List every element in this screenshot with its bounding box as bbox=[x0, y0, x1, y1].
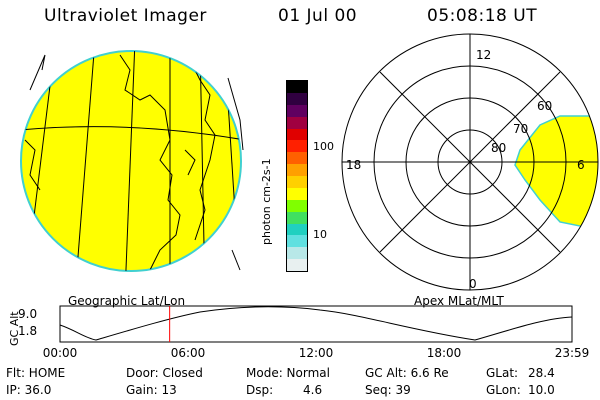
lat-label-60: 60 bbox=[537, 99, 552, 113]
colorbar-swatch bbox=[287, 187, 307, 200]
colorbar-swatch bbox=[287, 140, 307, 153]
lat-label-80: 80 bbox=[491, 141, 506, 155]
colorbar-swatch bbox=[287, 211, 307, 224]
status-mode: Mode: Normal bbox=[246, 366, 330, 380]
altitude-xtick: 18:00 bbox=[426, 346, 462, 360]
date-label: 01 Jul 00 bbox=[278, 6, 358, 26]
colorbar-swatch bbox=[287, 152, 307, 165]
colorbar-swatch bbox=[287, 164, 307, 176]
colorbar-swatch bbox=[287, 247, 307, 260]
altitude-ymax: 9.0 bbox=[18, 307, 38, 321]
status-glon: GLon: bbox=[486, 383, 521, 397]
colorbar bbox=[286, 80, 308, 272]
altitude-xtick: 23:59 bbox=[554, 346, 590, 360]
colorbar-swatch bbox=[287, 104, 307, 117]
altitude-ymin: 1.8 bbox=[18, 324, 38, 338]
status-dsp-value: 4.6 bbox=[303, 383, 323, 397]
mlt-label-0: 0 bbox=[469, 277, 477, 291]
colorbar-swatch bbox=[287, 176, 307, 188]
status-seq: Seq: 39 bbox=[365, 383, 411, 397]
status-door: Door: Closed bbox=[126, 366, 203, 380]
status-gcalt: GC Alt: 6.6 Re bbox=[365, 366, 449, 380]
status-gain: Gain: 13 bbox=[126, 383, 177, 397]
colorbar-tick-100: 100 bbox=[313, 140, 334, 153]
altitude-xtick: 06:00 bbox=[170, 346, 206, 360]
mlt-label-12: 12 bbox=[476, 48, 491, 62]
colorbar-swatch bbox=[287, 128, 307, 141]
colorbar-swatch bbox=[287, 92, 307, 105]
aurora-region bbox=[514, 115, 598, 231]
colorbar-swatch bbox=[287, 235, 307, 248]
lat-label-70: 70 bbox=[513, 122, 528, 136]
altitude-curve bbox=[59, 306, 573, 341]
instrument-title: Ultraviolet Imager bbox=[44, 6, 207, 26]
status-glat: GLat: bbox=[486, 366, 519, 380]
colorbar-swatch bbox=[287, 199, 307, 212]
polar-panel-label: Apex MLat/MLT bbox=[414, 294, 504, 308]
time-label: 05:08:18 UT bbox=[427, 6, 538, 26]
altitude-xtick: 12:00 bbox=[298, 346, 334, 360]
colorbar-swatch bbox=[287, 81, 307, 93]
mlt-label-18: 18 bbox=[346, 158, 361, 172]
globe-panel-label: Geographic Lat/Lon bbox=[68, 294, 186, 308]
colorbar-tick-10: 10 bbox=[313, 228, 327, 241]
status-ip: IP: 36.0 bbox=[6, 383, 52, 397]
colorbar-swatch bbox=[287, 116, 307, 129]
status-glon-value: 10.0 bbox=[528, 383, 555, 397]
colorbar-swatch bbox=[287, 259, 307, 271]
status-dsp: Dsp: bbox=[246, 383, 274, 397]
colorbar-swatch bbox=[287, 223, 307, 236]
status-glat-value: 28.4 bbox=[528, 366, 555, 380]
globe-disk bbox=[20, 50, 242, 272]
status-flt: Flt: HOME bbox=[6, 366, 66, 380]
mlt-label-6: 6 bbox=[577, 158, 585, 172]
altitude-xtick: 00:00 bbox=[42, 346, 78, 360]
